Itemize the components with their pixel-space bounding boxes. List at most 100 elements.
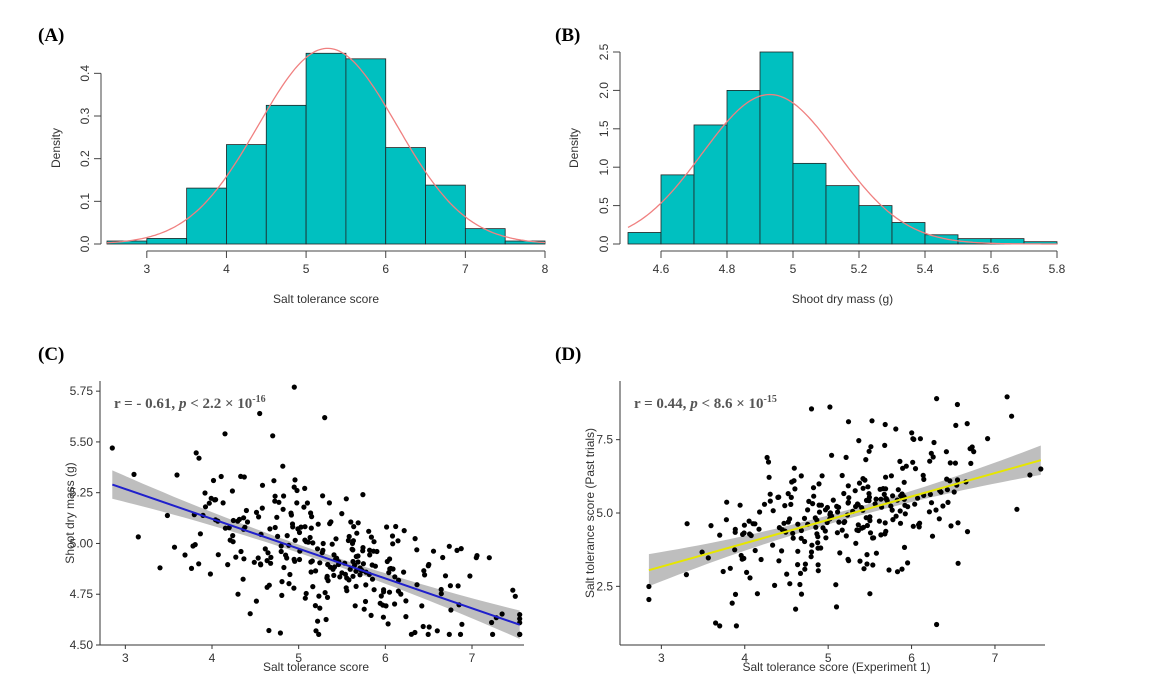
histogram-bar [693, 124, 728, 245]
scatter-point [868, 444, 874, 450]
scatter-point [430, 548, 437, 554]
scatter-point [797, 581, 803, 588]
scatter-point [834, 530, 841, 536]
scatter-point [890, 493, 896, 499]
scatter-point [754, 591, 761, 597]
scatter-point [274, 514, 280, 520]
scatter-point [899, 491, 905, 497]
scatter-point [355, 520, 361, 526]
scatter-point [866, 491, 872, 497]
scatter-point [866, 448, 872, 454]
y-tick-label: 0.0 [78, 235, 92, 252]
scatter-point [737, 502, 743, 508]
scatter-point [197, 531, 203, 537]
x-tick-label: 8 [542, 262, 549, 276]
scatter-point [723, 517, 730, 523]
y-tick-label: 0.3 [78, 107, 92, 124]
scatter-point [374, 548, 380, 555]
scatter-point [795, 521, 801, 527]
histogram-bar [464, 228, 506, 245]
y-tick-label: 7.5 [596, 433, 613, 447]
scatter-point [270, 433, 276, 439]
scatter-point [368, 534, 374, 540]
scatter-point [414, 582, 420, 588]
scatter-point [860, 485, 866, 491]
regression-line [112, 483, 520, 626]
scatter-point [944, 487, 951, 493]
scatter-point [337, 574, 343, 580]
scatter-point [288, 510, 294, 516]
scatter-point [933, 507, 939, 513]
scatter-point [360, 492, 366, 498]
scatter-point [732, 547, 738, 553]
histogram-bar [146, 238, 188, 245]
scatter-point [308, 525, 314, 531]
scatter-point [327, 564, 333, 570]
scatter-point [206, 500, 212, 506]
scatter-point [810, 485, 817, 491]
scatter-point [281, 493, 287, 499]
scatter-point [947, 460, 953, 466]
scatter-point [421, 568, 427, 574]
scatter-point [457, 631, 464, 638]
scatter-point [212, 497, 218, 503]
scatter-point [272, 498, 278, 504]
y-axis-title: Density [49, 128, 63, 168]
panel-label: (A) [38, 25, 64, 46]
scatter-point [829, 452, 835, 458]
y-tick-label: 5.00 [70, 536, 94, 550]
y-tick-label: 5.0 [596, 506, 613, 520]
scatter-point [279, 579, 285, 585]
scatter-point [646, 583, 652, 590]
scatter-point [765, 459, 772, 465]
scatter-point [381, 589, 387, 595]
scatter-point [810, 501, 816, 507]
scatter-point [910, 436, 916, 442]
scatter-point [756, 526, 762, 532]
scatter-point [747, 575, 753, 581]
scatter-point [350, 538, 356, 544]
scatter-point [833, 604, 840, 610]
scatter-point [802, 538, 808, 545]
scatter-point [882, 421, 888, 428]
scatter-point [412, 629, 418, 636]
scatter-point [307, 534, 313, 541]
histogram-bar [825, 185, 860, 245]
scatter-point [788, 494, 794, 500]
x-axis: 3 4 5 6 7 8 [143, 250, 549, 276]
scatter-point [287, 571, 293, 578]
scatter-point [795, 548, 801, 554]
scatter-point [315, 618, 321, 624]
x-tick-label: 3 [143, 262, 150, 276]
scatter-point [873, 496, 879, 502]
scatter-point [291, 384, 297, 390]
scatter-point [912, 501, 918, 507]
scatter-point [985, 436, 991, 442]
scatter-point [713, 620, 719, 626]
scatter-point [741, 530, 747, 536]
scatter-point [215, 552, 221, 558]
scatter-point [927, 491, 934, 497]
scatter-point [917, 436, 924, 442]
scatter-point [510, 587, 516, 593]
scatter-point [787, 581, 793, 587]
scatter-point [770, 542, 776, 548]
scatter-point [889, 507, 895, 513]
scatter-point [785, 491, 791, 497]
histogram-bar [660, 174, 695, 245]
scatter-point [320, 493, 326, 499]
scatter-point [845, 499, 852, 505]
panel-label: (C) [38, 344, 64, 365]
x-axis: 4.6 4.8 5 5.2 5.4 5.6 5.8 [653, 250, 1066, 276]
scatter-point [230, 517, 236, 524]
scatter-point [815, 545, 821, 551]
scatter-point [284, 533, 290, 539]
scatter-point [845, 556, 851, 562]
scatter-point [109, 445, 115, 451]
scatter-point [414, 547, 420, 553]
panel-a-histogram: (A) 3 4 5 6 7 8 0.0 0.1 0.2 0.3 0.4 Salt tolerance s… [38, 25, 549, 306]
scatter-point [767, 498, 773, 504]
scatter-point [305, 539, 311, 545]
scatter-point [809, 542, 815, 548]
scatter-point [873, 550, 880, 556]
